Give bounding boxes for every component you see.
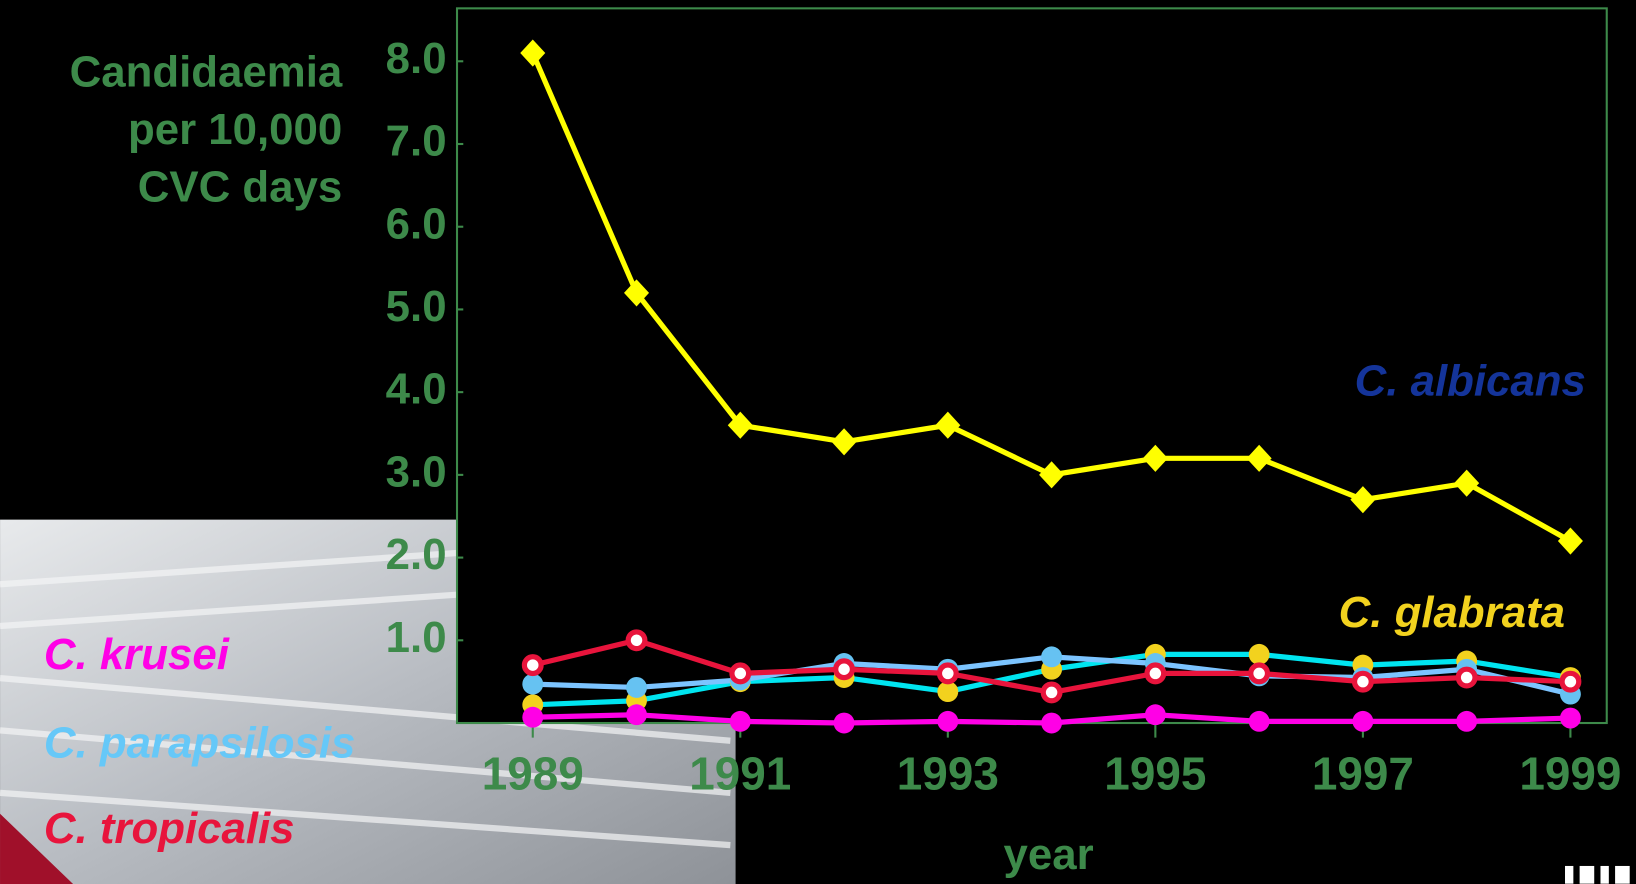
x-tick-label: 1989 [482, 747, 584, 799]
marker [1248, 710, 1270, 732]
marker [626, 677, 647, 698]
y-axis-label-line: Candidaemia [70, 48, 343, 97]
plot-area [455, 7, 1608, 725]
y-axis-label: Candidaemia per 10,000 CVC days [70, 48, 343, 212]
marker [833, 712, 855, 734]
marker [936, 662, 959, 685]
marker [1248, 662, 1271, 685]
y-tick-label: 5.0 [386, 282, 447, 331]
series-label: C. tropicalis [44, 804, 295, 853]
marker [937, 681, 959, 703]
x-tick-label: 1995 [1104, 747, 1206, 799]
y-tick-label: 3.0 [386, 447, 447, 496]
marker [1041, 712, 1063, 734]
marker [831, 428, 857, 456]
marker [1041, 646, 1063, 668]
y-tick-label: 8.0 [386, 34, 447, 83]
marker [1144, 662, 1167, 685]
marker [1455, 666, 1478, 689]
x-axis-label: year [1004, 830, 1094, 879]
series-label: C. albicans [1355, 357, 1586, 406]
marker [729, 662, 752, 685]
x-tick-label: 1993 [897, 747, 999, 799]
photo-stripes [0, 549, 731, 849]
logo [1565, 865, 1630, 884]
marker [520, 39, 546, 67]
marker [729, 710, 751, 732]
marker [624, 279, 650, 307]
marker [1559, 670, 1582, 693]
y-tick-label: 4.0 [386, 365, 447, 414]
y-axis-label-line: per 10,000 [128, 105, 342, 154]
y-axis-label-line: CVC days [138, 162, 342, 211]
marker [1456, 710, 1478, 732]
y-tick-label: 2.0 [386, 530, 447, 579]
marker [1039, 461, 1065, 489]
marker [522, 673, 544, 695]
marker [1557, 527, 1583, 555]
x-tick-label: 1999 [1519, 747, 1621, 799]
marker [1144, 704, 1166, 726]
x-tick-label: 1997 [1312, 747, 1414, 799]
marker [626, 704, 647, 726]
marker [625, 629, 648, 652]
marker [1559, 707, 1581, 729]
series-label: C. krusei [44, 630, 230, 679]
marker [521, 654, 544, 677]
marker [1454, 469, 1480, 497]
corner-accent [0, 813, 74, 884]
series-label: C. parapsilosis [44, 719, 356, 768]
marker [1246, 444, 1272, 472]
marker [833, 658, 856, 681]
marker [1248, 643, 1270, 665]
series-label: C. glabrata [1339, 588, 1565, 637]
x-tick-label: 1991 [689, 747, 791, 799]
marker [1350, 486, 1376, 514]
marker [522, 706, 544, 728]
y-tick-label: 6.0 [386, 199, 447, 248]
marker [1351, 670, 1374, 693]
marker [1352, 710, 1374, 732]
marker [1040, 681, 1063, 704]
marker [1142, 444, 1168, 472]
y-tick-label: 1.0 [386, 613, 447, 662]
marker [937, 710, 959, 732]
y-tick-label: 7.0 [386, 117, 447, 166]
